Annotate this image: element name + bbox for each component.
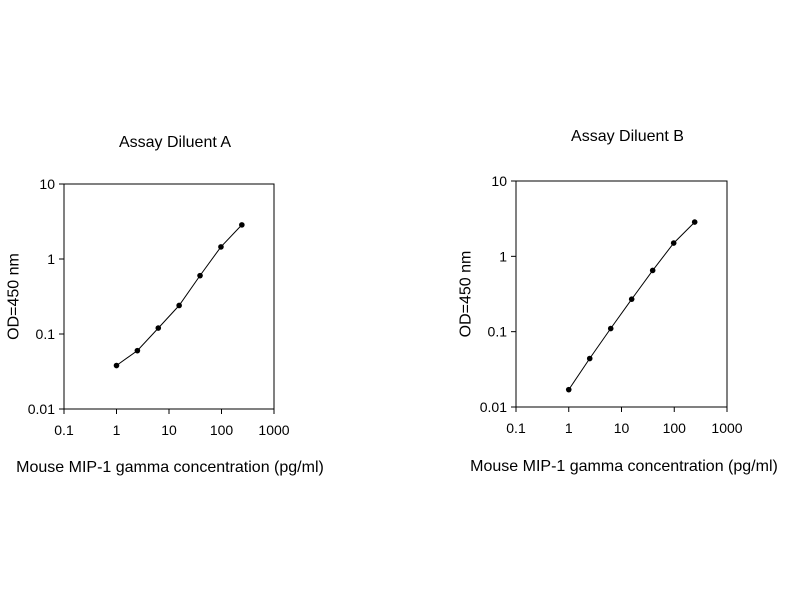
x-tick-label: 1000 xyxy=(711,420,742,436)
data-point xyxy=(134,347,141,354)
x-tick-label: 1 xyxy=(113,422,121,438)
y-tick-label: 1 xyxy=(47,251,55,267)
data-point xyxy=(218,244,224,250)
data-point xyxy=(628,296,635,302)
y-tick-label: 10 xyxy=(39,176,55,192)
plot-frame xyxy=(515,180,728,408)
x-tick-label: 100 xyxy=(210,422,234,438)
data-point xyxy=(239,222,245,228)
data-point xyxy=(155,325,162,331)
y-axis-label: OD=450 nm xyxy=(458,251,475,338)
x-tick-label: 10 xyxy=(614,420,630,436)
data-point xyxy=(691,219,698,225)
x-tick-label: 100 xyxy=(663,420,687,436)
data-point xyxy=(649,267,656,274)
y-tick-label: 0.01 xyxy=(28,401,55,417)
y-tick-label: 0.1 xyxy=(36,326,56,342)
data-point xyxy=(586,355,593,362)
series-line xyxy=(568,221,696,390)
x-axis-label: Mouse MIP-1 gamma concentration (pg/ml) xyxy=(16,459,324,476)
y-tick-label: 0.1 xyxy=(488,324,508,340)
data-point xyxy=(670,240,677,246)
data-point xyxy=(176,302,182,309)
y-tick-label: 0.01 xyxy=(480,399,507,415)
y-tick-label: 1 xyxy=(499,248,507,264)
x-tick-label: 0.1 xyxy=(54,422,74,438)
y-axis-label: OD=450 nm xyxy=(6,253,23,340)
chart-title: Assay Diluent B xyxy=(571,128,684,145)
x-tick-label: 10 xyxy=(161,422,177,438)
data-point xyxy=(113,362,120,369)
x-tick-label: 1000 xyxy=(258,422,289,438)
y-tick-label: 10 xyxy=(491,173,507,189)
x-tick-label: 0.1 xyxy=(506,420,526,436)
data-point xyxy=(197,272,203,279)
data-point xyxy=(607,325,614,332)
plot-frame xyxy=(63,183,275,410)
x-tick-label: 1 xyxy=(565,420,573,436)
chart-panel-a: Assay Diluent A 0.1 1 10 100 1000 0.01 0.1 1 10 Mo… xyxy=(6,134,324,476)
chart-title: Assay Diluent A xyxy=(119,134,231,151)
data-point xyxy=(565,386,572,393)
chart-panel-b: Assay Diluent B 0.1 1 10 100 1000 0.01 0.1 1 10 Mo… xyxy=(458,128,778,475)
x-axis-label: Mouse MIP-1 gamma concentration (pg/ml) xyxy=(470,458,778,475)
